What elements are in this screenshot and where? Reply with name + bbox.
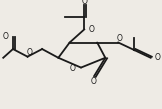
Text: O: O	[81, 0, 87, 6]
Text: O: O	[91, 77, 97, 86]
Text: O: O	[155, 53, 161, 62]
Text: O: O	[89, 25, 94, 34]
Text: O: O	[26, 48, 32, 57]
Text: O: O	[3, 32, 9, 41]
Text: O: O	[69, 64, 75, 73]
Text: O: O	[117, 34, 123, 43]
